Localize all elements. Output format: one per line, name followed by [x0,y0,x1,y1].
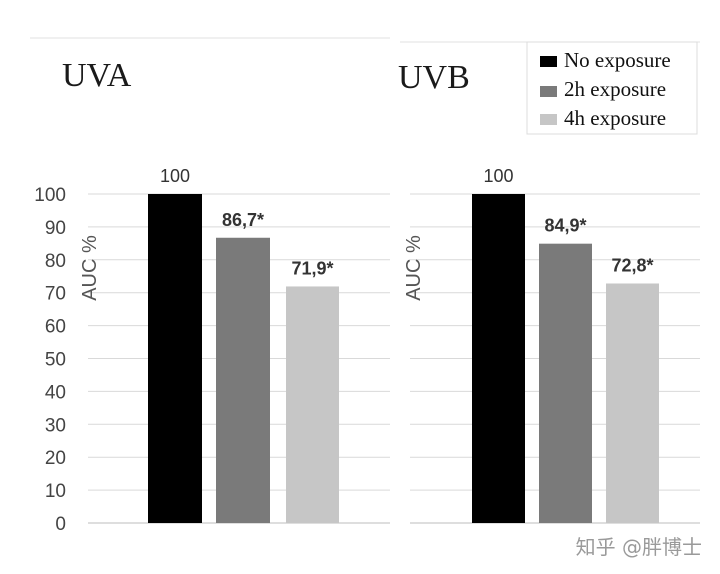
legend-swatch-no-exposure [540,56,557,67]
uva-y-tick-label: 70 [45,284,66,305]
uvb-data-label: 100 [483,166,513,186]
uva-data-label: 71,9* [291,258,333,278]
uva-y-tick-label: 30 [45,415,66,436]
uvb-data-label: 84,9* [544,216,586,236]
uvb-bar-4h-exposure [606,283,659,523]
legend: No exposure 2h exposure 4h exposure [526,41,698,135]
watermark-text: 知乎 @胖博士 [575,535,702,559]
uvb-chart-panel: 100 84,9* 72,8* AUC % [403,166,700,524]
uva-y-tick-label: 50 [45,350,66,371]
uva-bar-4h-exposure [286,286,339,523]
uvb-panel-title: UVB [398,59,470,96]
uva-bar-no-exposure [148,194,202,523]
legend-swatch-4h-exposure [540,114,557,125]
uvb-data-label: 72,8* [611,255,653,275]
uvb-bar-2h-exposure [539,243,592,523]
uva-data-label: 100 [160,166,190,186]
legend-swatch-2h-exposure [540,86,557,97]
uva-y-tick-label: 90 [45,218,66,239]
uva-y-tick-label: 0 [55,514,66,535]
uvb-bar-no-exposure [472,194,525,523]
uva-chart-panel: 0 10 20 30 40 50 60 70 80 90 100 100 86,7* 71,9* AUC… [34,166,390,535]
uva-y-tick-label: 60 [45,317,66,338]
uva-y-tick-label: 40 [45,382,66,403]
uva-panel-title: UVA [62,57,132,94]
uva-y-tick-label: 20 [45,448,66,469]
uva-y-tick-label: 100 [34,185,66,206]
legend-label-no-exposure: No exposure [564,48,671,72]
uvb-y-axis-label: AUC % [403,235,425,301]
uva-y-tick-label: 10 [45,481,66,502]
uva-y-axis-label: AUC % [79,235,101,301]
uva-y-tick-label: 80 [45,251,66,272]
uva-data-label: 86,7* [222,210,264,230]
uva-bar-2h-exposure [216,237,270,523]
legend-label-2h-exposure: 2h exposure [564,77,666,101]
legend-label-4h-exposure: 4h exposure [564,106,666,130]
